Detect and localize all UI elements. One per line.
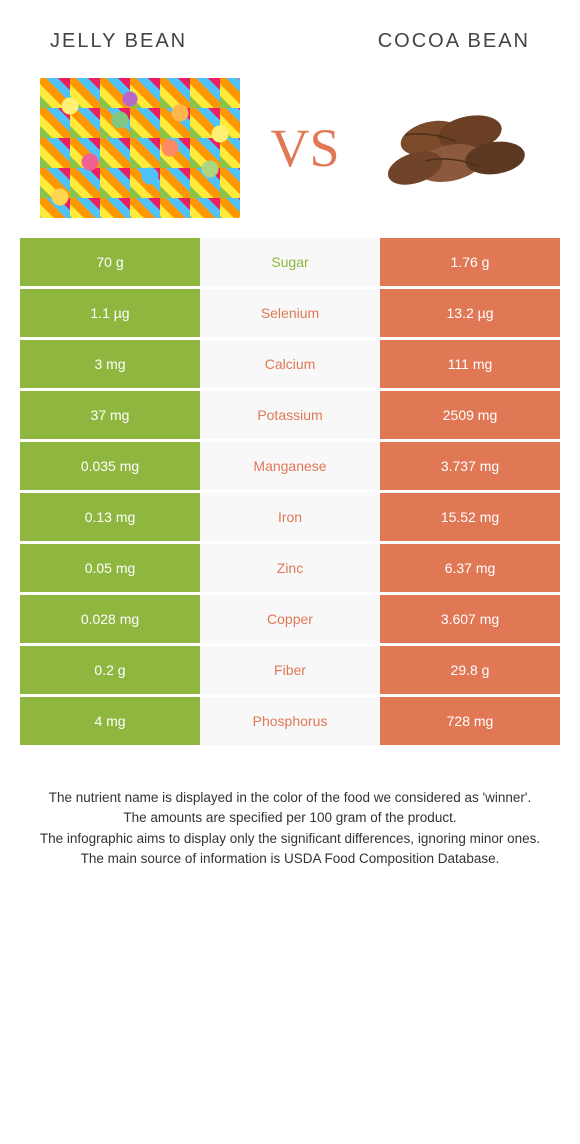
table-row: 37 mgPotassium2509 mg	[20, 391, 560, 439]
right-value: 2509 mg	[380, 391, 560, 439]
footer-line: The main source of information is USDA F…	[25, 849, 555, 869]
table-row: 0.2 gFiber29.8 g	[20, 646, 560, 694]
left-value: 0.035 mg	[20, 442, 200, 490]
left-value: 0.05 mg	[20, 544, 200, 592]
left-value: 37 mg	[20, 391, 200, 439]
right-food-title: Cocoa bean	[378, 30, 530, 53]
right-value: 3.607 mg	[380, 595, 560, 643]
header: Jelly bean Cocoa bean	[0, 0, 580, 68]
table-row: 1.1 µgSelenium13.2 µg	[20, 289, 560, 337]
left-value: 4 mg	[20, 697, 200, 745]
nutrient-label: Phosphorus	[200, 697, 380, 745]
jelly-bean-image	[40, 78, 240, 218]
table-row: 0.028 mgCopper3.607 mg	[20, 595, 560, 643]
left-value: 0.028 mg	[20, 595, 200, 643]
left-food-title: Jelly bean	[50, 30, 187, 53]
cocoa-bean-image	[370, 93, 540, 203]
table-row: 0.05 mgZinc6.37 mg	[20, 544, 560, 592]
nutrient-label: Iron	[200, 493, 380, 541]
left-value: 70 g	[20, 238, 200, 286]
nutrient-label: Zinc	[200, 544, 380, 592]
nutrient-label: Potassium	[200, 391, 380, 439]
images-row: VS	[0, 68, 580, 238]
left-value: 3 mg	[20, 340, 200, 388]
nutrient-label: Calcium	[200, 340, 380, 388]
table-row: 0.13 mgIron15.52 mg	[20, 493, 560, 541]
right-value: 3.737 mg	[380, 442, 560, 490]
right-value: 29.8 g	[380, 646, 560, 694]
nutrient-label: Selenium	[200, 289, 380, 337]
table-row: 70 gSugar1.76 g	[20, 238, 560, 286]
table-row: 4 mgPhosphorus728 mg	[20, 697, 560, 745]
nutrient-label: Manganese	[200, 442, 380, 490]
footer-line: The amounts are specified per 100 gram o…	[25, 808, 555, 828]
nutrient-label: Sugar	[200, 238, 380, 286]
nutrient-label: Copper	[200, 595, 380, 643]
footer-notes: The nutrient name is displayed in the co…	[0, 748, 580, 869]
nutrient-label: Fiber	[200, 646, 380, 694]
footer-line: The infographic aims to display only the…	[25, 829, 555, 849]
nutrient-table: 70 gSugar1.76 g1.1 µgSelenium13.2 µg3 mg…	[0, 238, 580, 745]
vs-label: VS	[270, 117, 339, 179]
table-row: 0.035 mgManganese3.737 mg	[20, 442, 560, 490]
right-value: 13.2 µg	[380, 289, 560, 337]
left-value: 1.1 µg	[20, 289, 200, 337]
right-value: 728 mg	[380, 697, 560, 745]
right-value: 15.52 mg	[380, 493, 560, 541]
table-row: 3 mgCalcium111 mg	[20, 340, 560, 388]
left-value: 0.2 g	[20, 646, 200, 694]
footer-line: The nutrient name is displayed in the co…	[25, 788, 555, 808]
right-value: 1.76 g	[380, 238, 560, 286]
right-value: 111 mg	[380, 340, 560, 388]
left-value: 0.13 mg	[20, 493, 200, 541]
right-value: 6.37 mg	[380, 544, 560, 592]
